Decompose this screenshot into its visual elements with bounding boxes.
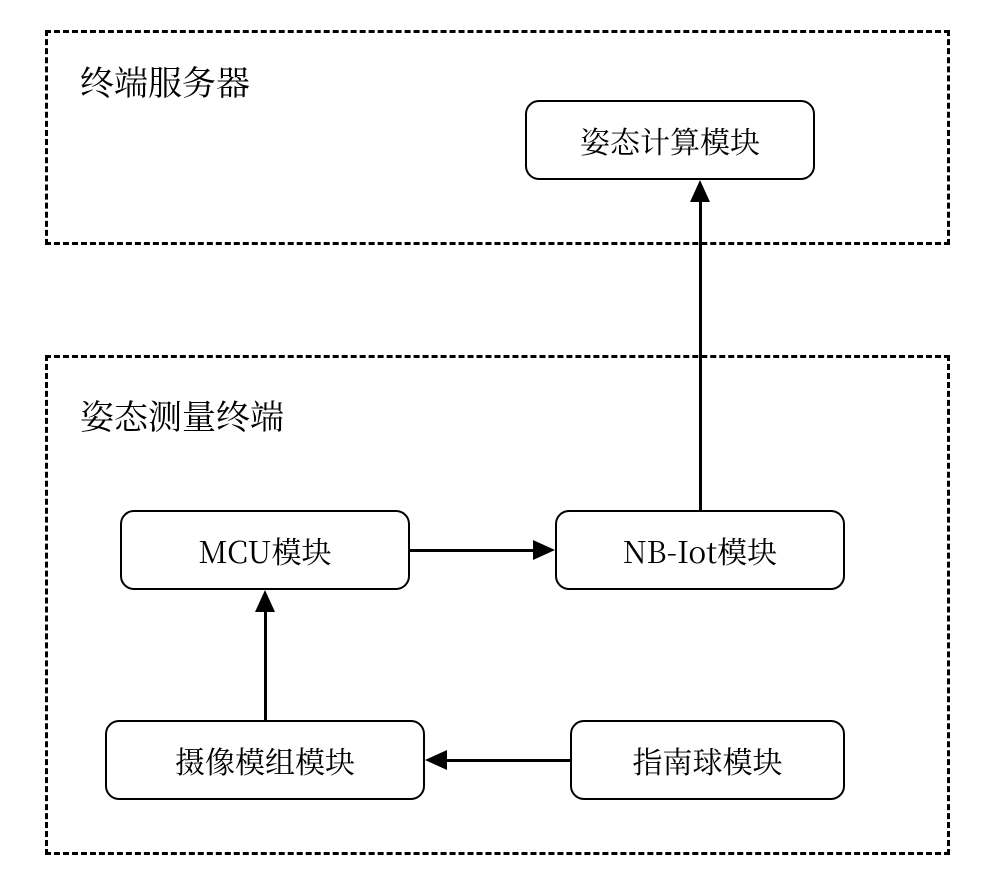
- nbiot-label: NB-Iot模块: [623, 528, 777, 572]
- arrow-line: [264, 612, 267, 720]
- camera-node: 摄像模组模块: [105, 720, 425, 800]
- arrow-line: [699, 202, 702, 510]
- compass-label: 指南球模块: [633, 738, 783, 782]
- nbiot-node: NB-Iot模块: [555, 510, 845, 590]
- posture-calc-label: 姿态计算模块: [580, 118, 760, 162]
- arrow-head-icon: [690, 180, 710, 202]
- terminal-region-label: 姿态测量终端: [80, 390, 284, 439]
- server-region-label: 终端服务器: [80, 56, 250, 105]
- arrow-line: [410, 549, 533, 552]
- mcu-label: MCU模块: [199, 528, 332, 572]
- arrow-head-icon: [255, 590, 275, 612]
- camera-label: 摄像模组模块: [175, 738, 355, 782]
- arrow-line: [447, 759, 570, 762]
- arrow-head-icon: [425, 750, 447, 770]
- posture-calc-node: 姿态计算模块: [525, 100, 815, 180]
- arrow-head-icon: [533, 540, 555, 560]
- mcu-node: MCU模块: [120, 510, 410, 590]
- compass-node: 指南球模块: [570, 720, 845, 800]
